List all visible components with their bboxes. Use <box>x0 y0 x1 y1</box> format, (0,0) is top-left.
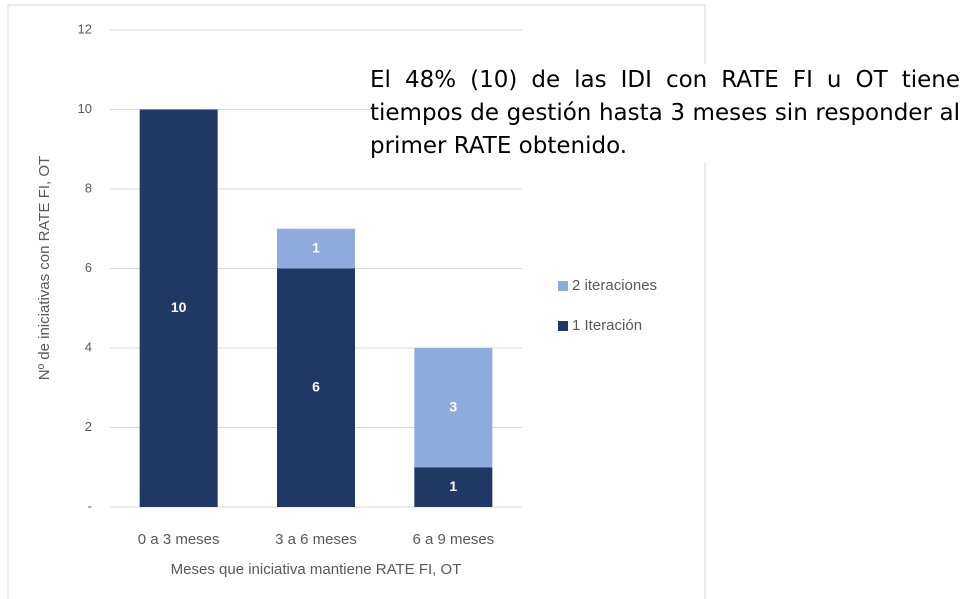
x-axis-label: Meses que iniciativa mantiene RATE FI, O… <box>171 561 462 578</box>
annotation: El 48% (10) de las IDI con RATE FI u OT … <box>370 64 960 163</box>
legend-label: 2 iteraciones <box>572 277 657 294</box>
y-tick-label: 2 <box>85 419 92 434</box>
bar-segment <box>277 268 355 507</box>
y-tick-label: 6 <box>85 260 92 275</box>
y-tick-label: 12 <box>78 21 92 36</box>
bar-segment <box>277 228 355 269</box>
x-tick-label: 0 a 3 meses <box>138 531 220 548</box>
y-tick-label: 10 <box>78 101 92 116</box>
bar-segment <box>414 467 493 507</box>
value-label: 1 <box>312 239 320 255</box>
value-label: 6 <box>312 378 320 394</box>
x-tick-label: 3 a 6 meses <box>275 531 357 548</box>
y-axis-label: Nº de iniciativas con RATE FI, OT <box>36 156 53 380</box>
y-tick-label: - <box>88 498 92 513</box>
y-tick-label: 4 <box>85 339 92 354</box>
bar-segment <box>414 348 493 468</box>
x-tick-label: 6 a 9 meses <box>412 531 494 548</box>
bar-segment <box>139 109 218 507</box>
legend-label: 1 Iteración <box>572 317 642 334</box>
value-label: 10 <box>171 299 187 315</box>
legend-swatch <box>558 281 568 291</box>
y-tick-label: 8 <box>85 180 92 195</box>
value-label: 3 <box>449 398 457 414</box>
legend-swatch <box>558 321 568 331</box>
value-label: 1 <box>449 478 457 494</box>
